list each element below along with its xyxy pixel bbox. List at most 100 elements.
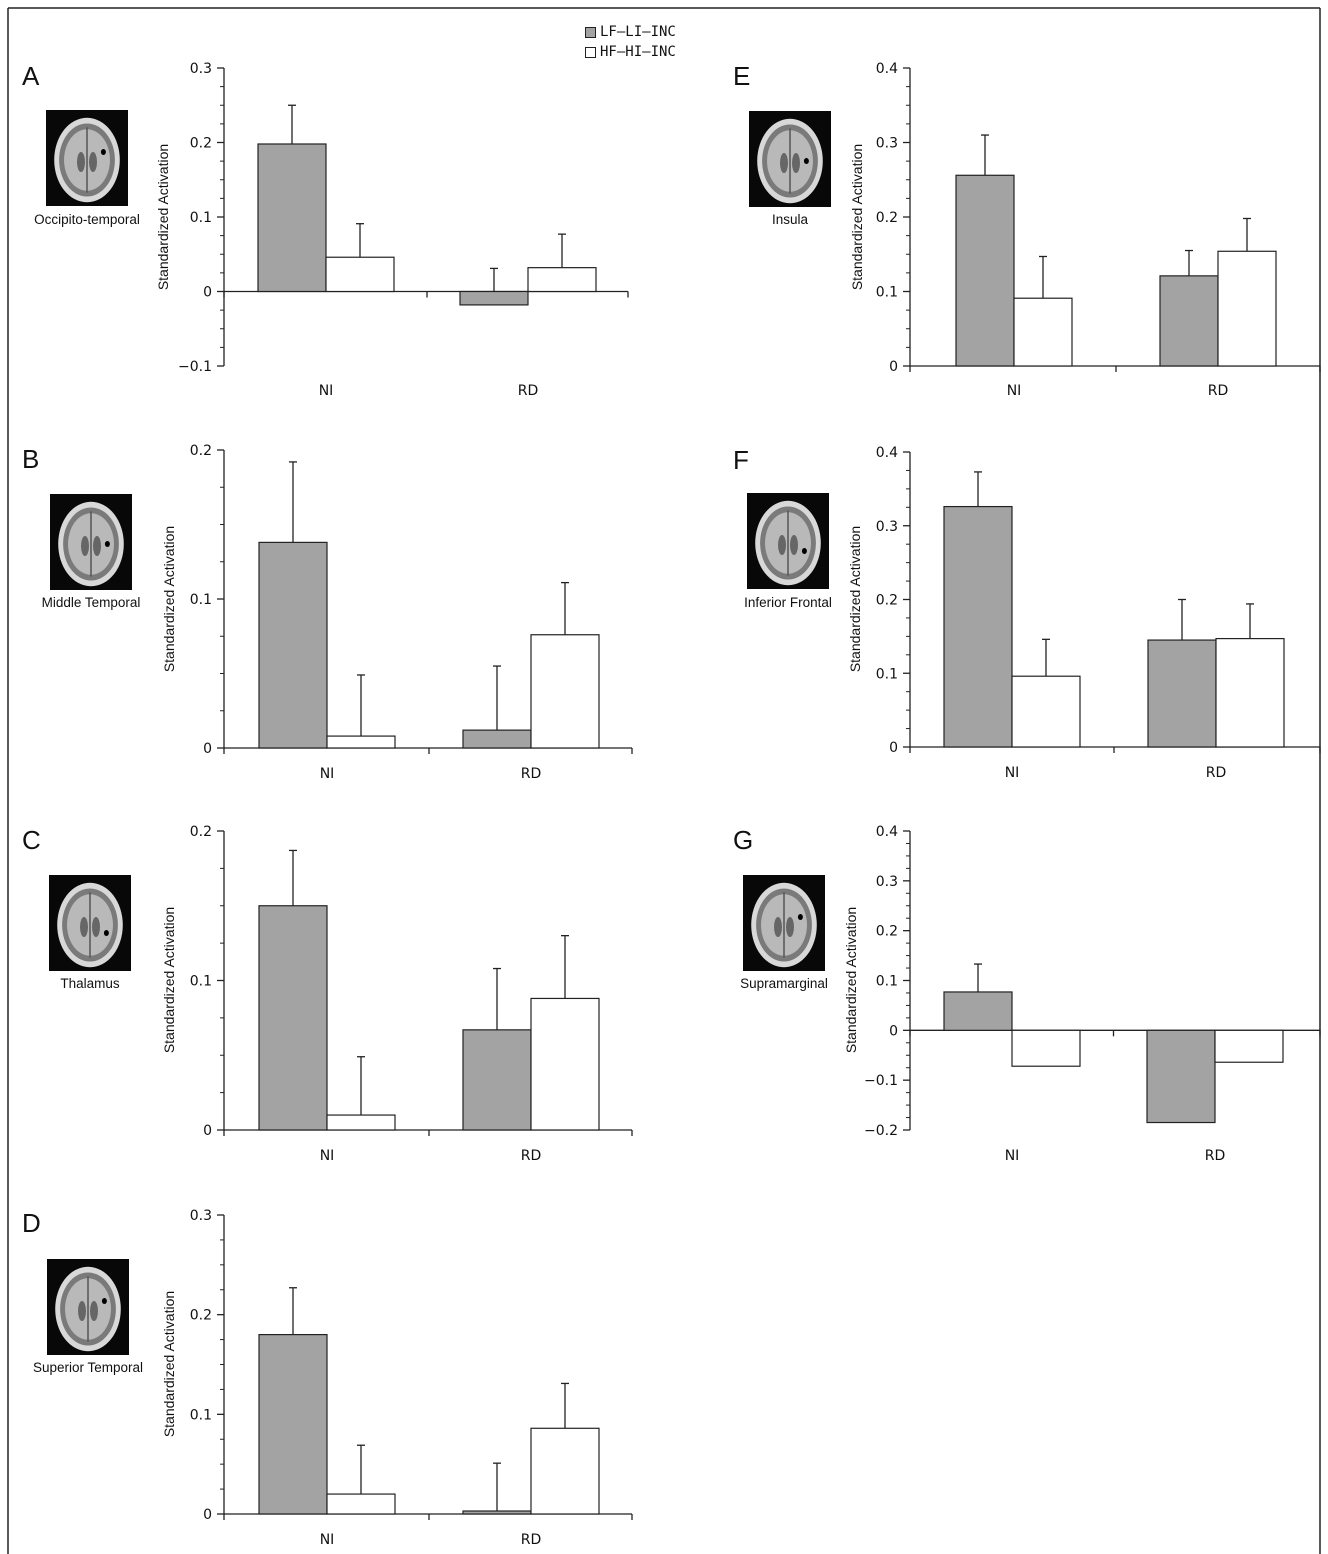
chart-panel-g: G Supramarginal Standardized Activation −0.…: [733, 824, 1321, 1164]
chart-panel-b: B Middle Temporal Standardized Activation 0…: [22, 443, 633, 782]
bar: [258, 541, 328, 749]
y-tick-label: 0: [203, 1123, 212, 1139]
region-label: Superior Temporal: [33, 1360, 143, 1375]
x-category-label: RD: [1205, 1148, 1226, 1164]
brain-scan-ventricle-left: [780, 153, 788, 173]
y-tick-label: 0: [889, 740, 898, 756]
y-tick-label: 0.4: [876, 824, 898, 840]
bar: [1217, 250, 1277, 367]
x-category-label: RD: [521, 1148, 542, 1164]
y-axis-label: Standardized Activation: [849, 144, 865, 290]
brain-scan-ventricle-left: [81, 536, 89, 556]
y-tick-label: 0.1: [190, 1407, 212, 1423]
bar: [1159, 275, 1219, 367]
chart-panel-a: A Occipito-temporal Standardized Activatio…: [22, 61, 629, 399]
brain-scan-roi-marker: [797, 914, 803, 920]
y-tick-label: 0.1: [190, 974, 212, 990]
y-tick-label: 0.1: [876, 666, 898, 682]
legend: LF–LI–INC HF–HI–INC: [585, 22, 676, 62]
brain-scan-ventricle-left: [774, 917, 782, 937]
bar: [943, 505, 1013, 748]
region-label: Middle Temporal: [42, 595, 141, 610]
x-category-label: NI: [320, 1148, 335, 1164]
y-axis-label: Standardized Activation: [843, 907, 859, 1053]
brain-scan-ventricle-left: [77, 152, 85, 172]
brain-scan-ventricle-left: [778, 535, 786, 555]
x-category-label: NI: [1005, 1148, 1020, 1164]
y-tick-label: 0: [889, 359, 898, 375]
bar: [1013, 297, 1073, 367]
bar: [943, 991, 1013, 1031]
brain-scan-roi-marker: [103, 930, 109, 936]
chart-panel-c: C Thalamus Standardized Activation 0 0.1 0.2 N…: [22, 824, 633, 1164]
x-category-label: RD: [521, 1532, 542, 1548]
brain-scan-ventricle-left: [78, 1301, 86, 1321]
panel-letter: E: [733, 61, 750, 91]
region-label: Inferior Frontal: [744, 595, 832, 610]
x-category-label: RD: [518, 383, 539, 399]
bar: [326, 1493, 396, 1515]
brain-scan-ventricle-right: [92, 917, 100, 937]
bar: [462, 1510, 532, 1515]
x-category-label: RD: [1206, 765, 1227, 781]
y-tick-label: 0: [889, 1023, 898, 1039]
brain-scan-ventricle-right: [89, 152, 97, 172]
bar: [530, 1427, 600, 1515]
y-tick-label: 0.3: [190, 1208, 212, 1224]
y-axis-label: Standardized Activation: [847, 526, 863, 672]
region-label: Insula: [772, 212, 809, 227]
legend-swatch-white: [585, 46, 596, 58]
y-axis-label: Standardized Activation: [161, 526, 177, 672]
y-tick-label: 0.2: [190, 1308, 212, 1324]
x-category-label: RD: [521, 766, 542, 782]
y-tick-label: 0.4: [876, 445, 898, 461]
legend-label: LF–LI–INC: [600, 24, 676, 40]
chart-panel-d: D Superior Temporal Standardized Activatio…: [22, 1208, 633, 1548]
y-tick-label: 0.2: [190, 443, 212, 459]
panel-letter: G: [733, 825, 753, 855]
panel-letter: B: [22, 444, 39, 474]
bar: [1011, 1029, 1081, 1067]
x-category-label: NI: [319, 383, 334, 399]
y-tick-label: 0.3: [876, 136, 898, 152]
brain-scan-ventricle-left: [80, 917, 88, 937]
brain-scan-ventricle-right: [792, 153, 800, 173]
bar: [530, 634, 600, 749]
brain-scan-roi-marker: [101, 1298, 107, 1304]
bar: [462, 1029, 532, 1131]
brain-scan-ventricle-right: [790, 535, 798, 555]
chart-panel-f: F Inferior Frontal Standardized Activation…: [733, 445, 1321, 781]
y-tick-label: 0.2: [190, 136, 212, 152]
bar: [530, 997, 600, 1131]
bar: [462, 729, 532, 749]
brain-scan-ventricle-right: [786, 917, 794, 937]
brain-scan-ventricle-right: [93, 536, 101, 556]
bar: [258, 905, 328, 1131]
y-tick-label: −0.2: [864, 1123, 898, 1139]
bar: [527, 267, 597, 293]
bar: [1011, 675, 1081, 748]
legend-item-hf-hi-inc: HF–HI–INC: [585, 42, 676, 62]
brain-scan-roi-marker: [100, 149, 106, 155]
brain-scan-roi-marker: [104, 541, 110, 547]
panel-letter: A: [22, 61, 40, 91]
bar: [955, 174, 1015, 367]
y-tick-label: 0.3: [190, 61, 212, 77]
y-tick-label: 0.3: [876, 874, 898, 890]
bar: [326, 1114, 396, 1131]
y-tick-label: 0: [203, 1507, 212, 1523]
x-category-label: NI: [320, 1532, 335, 1548]
region-label: Supramarginal: [740, 976, 828, 991]
chart-panel-e: E Insula Standardized Activation 0 0.1 0.2 0.3…: [733, 61, 1321, 399]
y-axis-label: Standardized Activation: [155, 144, 171, 290]
y-tick-label: 0.2: [876, 593, 898, 609]
panel-letter: C: [22, 825, 41, 855]
y-axis-label: Standardized Activation: [161, 907, 177, 1053]
brain-scan-ventricle-right: [90, 1301, 98, 1321]
y-tick-label: 0.3: [876, 519, 898, 535]
x-category-label: RD: [1208, 383, 1229, 399]
y-tick-label: 0: [203, 285, 212, 301]
x-category-label: NI: [320, 766, 335, 782]
bar: [1214, 1029, 1284, 1063]
